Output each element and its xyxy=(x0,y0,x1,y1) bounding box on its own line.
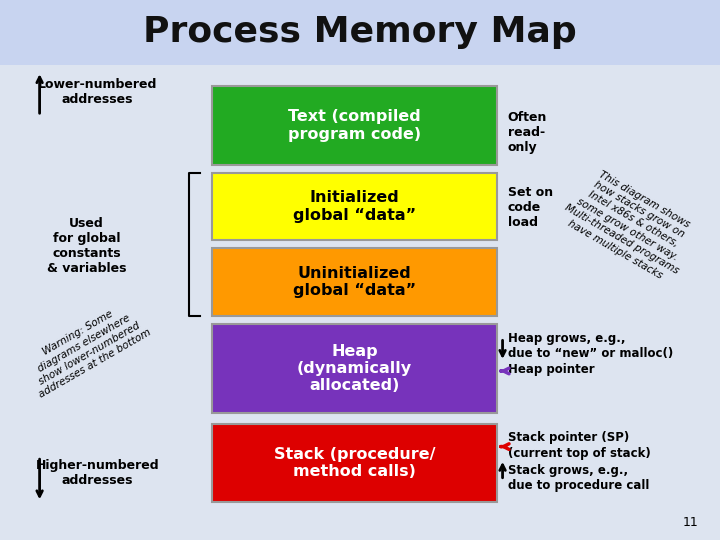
Text: Set on
code
load: Set on code load xyxy=(508,186,553,230)
Text: Stack grows, e.g.,
due to procedure call: Stack grows, e.g., due to procedure call xyxy=(508,464,649,492)
Text: Uninitialized
global “data”: Uninitialized global “data” xyxy=(293,266,416,298)
Text: Higher-numbered
addresses: Higher-numbered addresses xyxy=(35,458,159,487)
Text: Used
for global
constants
& variables: Used for global constants & variables xyxy=(47,217,126,275)
Text: This diagram shows
how stacks grow on
Intel x86s & others,
some grow other way.
: This diagram shows how stacks grow on In… xyxy=(557,162,703,286)
Text: Heap pointer: Heap pointer xyxy=(508,363,594,376)
Text: Text (compiled
program code): Text (compiled program code) xyxy=(288,109,421,141)
Text: Heap
(dynamically
allocated): Heap (dynamically allocated) xyxy=(297,343,412,394)
Text: Initialized
global “data”: Initialized global “data” xyxy=(293,190,416,222)
Text: Lower-numbered
addresses: Lower-numbered addresses xyxy=(37,78,157,106)
FancyBboxPatch shape xyxy=(212,424,497,502)
Text: Process Memory Map: Process Memory Map xyxy=(143,16,577,49)
Text: 11: 11 xyxy=(683,516,698,529)
Text: Often
read-
only: Often read- only xyxy=(508,111,547,154)
FancyBboxPatch shape xyxy=(0,0,720,65)
Text: Stack pointer (SP)
(current top of stack): Stack pointer (SP) (current top of stack… xyxy=(508,431,650,460)
Text: Heap grows, e.g.,
due to “new” or malloc(): Heap grows, e.g., due to “new” or malloc… xyxy=(508,332,673,360)
FancyBboxPatch shape xyxy=(212,86,497,165)
Text: Warning: Some
diagrams elsewhere
show lower-numbered
addresses at the bottom: Warning: Some diagrams elsewhere show lo… xyxy=(20,297,153,400)
Text: Stack (procedure/
method calls): Stack (procedure/ method calls) xyxy=(274,447,436,480)
FancyBboxPatch shape xyxy=(212,248,497,316)
FancyBboxPatch shape xyxy=(212,324,497,413)
FancyBboxPatch shape xyxy=(212,173,497,240)
